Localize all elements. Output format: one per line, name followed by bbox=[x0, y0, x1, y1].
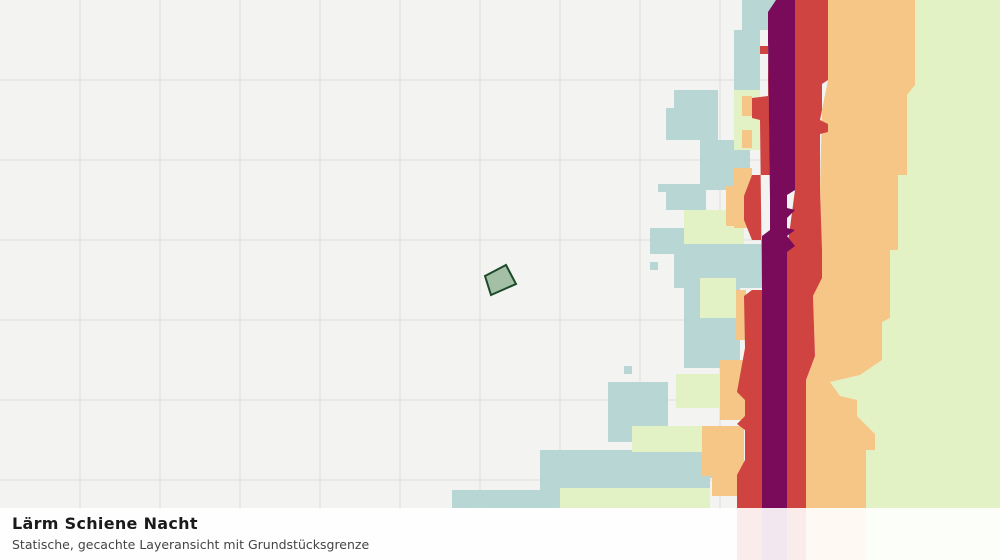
noise-layer bbox=[452, 0, 1000, 560]
map-subtitle: Statische, gecachte Layeransicht mit Gru… bbox=[12, 537, 370, 552]
caption-panel: Lärm Schiene Nacht Statische, gecachte L… bbox=[0, 508, 1000, 560]
parcel-boundary bbox=[483, 263, 518, 297]
map-title: Lärm Schiene Nacht bbox=[12, 514, 198, 533]
